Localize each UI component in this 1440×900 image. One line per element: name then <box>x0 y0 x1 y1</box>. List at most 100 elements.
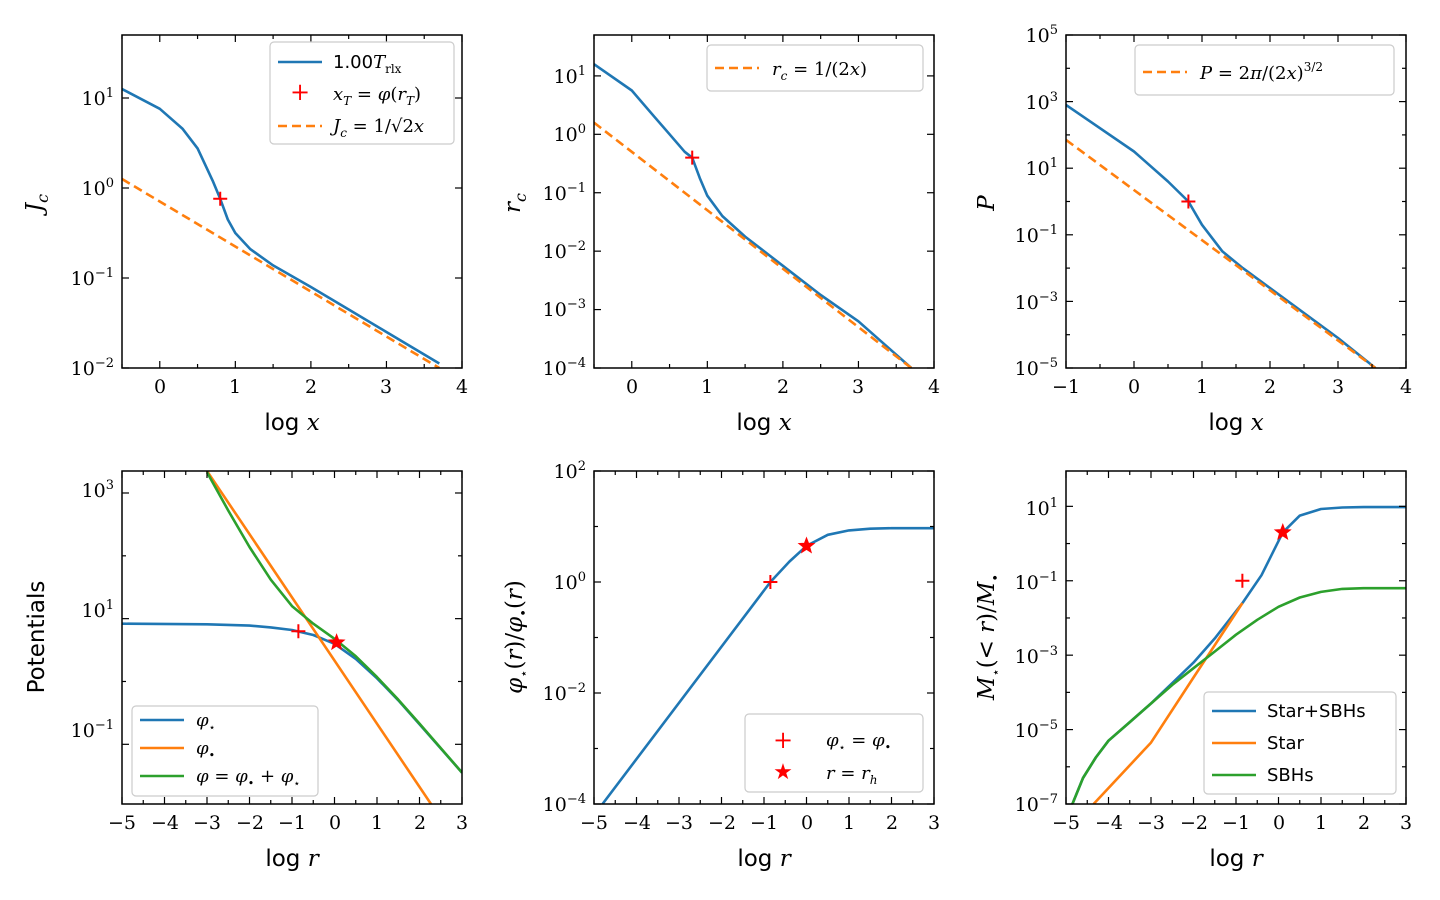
xtick-label: 1 <box>701 376 713 398</box>
legend-marker-star: ★ <box>773 760 793 785</box>
ytick-label: 10−2 <box>543 239 586 263</box>
xtick-label: −2 <box>708 812 736 834</box>
xtick-label: −3 <box>665 812 693 834</box>
y-axis-label: M⋆(< r)/M• <box>974 574 1004 701</box>
xtick-label: −2 <box>1180 812 1208 834</box>
legend-box <box>269 41 455 145</box>
xtick-label: 4 <box>1400 376 1412 398</box>
legend-label: φ⋆ <box>196 710 216 734</box>
panel-period: −1 0 1 2 3 4 10−5 10−3 10−1 101 103 105 … <box>974 23 1412 436</box>
series-line-orange <box>1092 602 1244 804</box>
ratio-lines <box>601 526 934 804</box>
legend: 1.00Trlx + xT = φ(rT) Jc = 1/√2x <box>269 41 455 145</box>
xtick-label: −4 <box>1095 812 1123 834</box>
series-line-orange <box>594 121 913 368</box>
xtick-label: −3 <box>1137 812 1165 834</box>
legend-label: 1.00Trlx <box>333 52 402 76</box>
xtick-label: 3 <box>1400 812 1412 834</box>
xtick-label: −4 <box>623 812 651 834</box>
xtick-label: 4 <box>456 376 468 398</box>
xtick-label: 2 <box>305 376 317 398</box>
rc-lines <box>594 63 913 368</box>
ytick-label: 101 <box>1026 496 1058 520</box>
ytick-label: 103 <box>82 478 114 502</box>
series-line-blue <box>122 87 440 365</box>
panel-jc: 0 1 2 3 4 10−2 10−1 100 101 log x Jc 1.0… <box>22 34 468 436</box>
x-axis-label: log r <box>737 846 792 872</box>
ytick-label: 10−1 <box>1015 570 1058 594</box>
legend-label: Star+SBHs <box>1267 701 1366 722</box>
legend-label: rc = 1/(2x) <box>772 59 867 83</box>
xtick-label: 2 <box>1358 812 1370 834</box>
xtick-label: −5 <box>1052 812 1080 834</box>
panel-ratio: −5 −4 −3 −2 −1 0 1 2 3 10−4 10−2 100 102… <box>502 459 940 872</box>
legend: Star+SBHs Star SBHs <box>1203 691 1397 795</box>
ytick-label: 100 <box>554 122 586 146</box>
xtick-label: −1 <box>278 812 306 834</box>
panel-mass: −5 −4 −3 −2 −1 0 1 2 3 10−7 10−5 10−3 10… <box>974 470 1412 872</box>
ytick-label: 105 <box>1026 23 1058 47</box>
x-axis-label: log r <box>265 846 320 872</box>
xtick-label: 2 <box>777 376 789 398</box>
ytick-label: 10−2 <box>71 356 114 380</box>
ytick-label: 10−2 <box>543 681 586 705</box>
legend-box <box>744 713 924 793</box>
ytick-label: 10−1 <box>71 266 114 290</box>
ytick-label: 103 <box>1026 90 1058 114</box>
ytick-label: 101 <box>82 598 114 622</box>
series-line-orange <box>122 177 440 368</box>
series-line-orange <box>1066 138 1377 368</box>
xtick-label: −4 <box>151 812 179 834</box>
ytick-label: 10−1 <box>71 718 114 742</box>
series-line-blue <box>1066 103 1377 368</box>
mass-lines <box>1071 505 1406 804</box>
legend: P = 2π/(2x)3/2 <box>1134 44 1395 96</box>
xtick-label: 0 <box>1273 812 1285 834</box>
xtick-label: −2 <box>236 812 264 834</box>
legend: rc = 1/(2x) <box>706 44 924 92</box>
rc-frame <box>593 34 935 369</box>
xtick-label: 0 <box>1128 376 1140 398</box>
panel-rc: 0 1 2 3 4 10−4 10−3 10−2 10−1 100 101 lo… <box>500 34 940 436</box>
y-axis-label: Potentials <box>24 581 50 694</box>
x-axis-label: log r <box>1209 846 1264 872</box>
xtick-label: −1 <box>1052 376 1080 398</box>
legend-box <box>131 705 319 797</box>
ytick-label: 10−5 <box>1015 718 1058 742</box>
y-axis-label: φ⋆(r)/φ•(r) <box>502 580 532 694</box>
xtick-label: 3 <box>852 376 864 398</box>
potentials-ticks <box>121 471 463 804</box>
ytick-label: 101 <box>82 86 114 110</box>
marker-plus <box>1181 194 1196 209</box>
legend-box <box>1203 691 1397 795</box>
series-line-green <box>205 471 462 774</box>
legend-label: P = 2π/(2x)3/2 <box>1199 60 1323 84</box>
ytick-label: 101 <box>554 64 586 88</box>
marker-plus <box>685 150 700 165</box>
jc-ticks <box>121 35 463 369</box>
y-axis-label: Jc <box>22 194 52 216</box>
xtick-label: 1 <box>1315 812 1327 834</box>
xtick-label: −1 <box>750 812 778 834</box>
marker-plus <box>763 575 778 589</box>
xtick-label: 4 <box>928 376 940 398</box>
xtick-label: 3 <box>1332 376 1344 398</box>
x-axis-label: log x <box>264 410 319 436</box>
ytick-label: 10−3 <box>543 297 586 321</box>
ytick-label: 100 <box>82 176 114 200</box>
mass-ticks <box>1065 471 1407 805</box>
xtick-label: 0 <box>626 376 638 398</box>
xtick-label: 0 <box>329 812 341 834</box>
legend-label: Star <box>1267 733 1305 754</box>
legend-label: r = rh <box>826 763 877 787</box>
ytick-label: 10−3 <box>1015 290 1058 314</box>
jc-frame <box>121 34 463 369</box>
ytick-label: 102 <box>554 459 586 483</box>
xtick-label: 1 <box>229 376 241 398</box>
series-line-orange <box>205 471 433 804</box>
legend-marker-plus: + <box>773 726 793 754</box>
ratio-ticks <box>593 470 935 805</box>
xtick-label: 2 <box>414 812 426 834</box>
marker-star <box>1273 522 1292 541</box>
